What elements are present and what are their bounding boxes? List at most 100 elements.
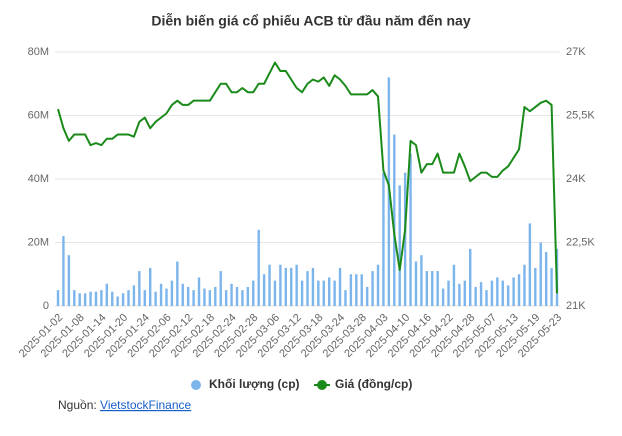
- bar: [154, 291, 157, 306]
- bar: [458, 283, 461, 306]
- bar: [138, 271, 141, 306]
- bar: [176, 261, 179, 306]
- bar: [279, 264, 282, 306]
- bar: [403, 172, 407, 306]
- bar: [523, 264, 526, 306]
- y-tick-label: 60M: [28, 109, 49, 121]
- bar: [311, 267, 315, 306]
- bar: [235, 286, 239, 306]
- y-tick-label: 80M: [28, 46, 49, 58]
- bar: [544, 252, 548, 306]
- bar: [414, 261, 418, 306]
- bar: [550, 267, 553, 306]
- source: Nguồn: VietstockFinance: [58, 398, 192, 412]
- source-prefix: Nguồn:: [58, 398, 100, 412]
- bar: [111, 291, 114, 306]
- bar: [338, 267, 342, 306]
- legend-marker: [317, 380, 327, 390]
- bar: [246, 286, 250, 306]
- bar: [398, 185, 401, 306]
- bar: [262, 274, 266, 306]
- bar: [479, 282, 483, 306]
- bar: [67, 255, 71, 306]
- bar: [490, 280, 494, 306]
- bar: [295, 264, 298, 306]
- bar: [197, 277, 201, 306]
- bar: [94, 291, 98, 306]
- bar: [371, 271, 374, 306]
- bar: [501, 280, 504, 306]
- bar: [306, 271, 309, 306]
- bar: [365, 286, 369, 306]
- y2-tick-label: 24K: [566, 173, 586, 185]
- bar: [121, 293, 125, 306]
- bar: [425, 271, 429, 306]
- bar: [474, 286, 477, 306]
- bar: [300, 280, 304, 306]
- y-tick-label: 0: [43, 300, 49, 312]
- y2-tick-label: 22,5K: [566, 236, 595, 248]
- bar: [192, 290, 195, 306]
- bar: [252, 280, 255, 306]
- bar: [469, 248, 472, 306]
- bar: [290, 267, 293, 306]
- bar: [441, 288, 445, 306]
- bar: [127, 290, 130, 306]
- bar: [241, 290, 244, 306]
- bar: [116, 296, 119, 306]
- bar: [257, 229, 260, 306]
- bar: [452, 264, 456, 306]
- legend-label: Khối lượng (cp): [209, 377, 300, 391]
- bar: [165, 288, 168, 306]
- bar: [268, 264, 271, 306]
- bar: [56, 290, 60, 306]
- bar: [528, 223, 532, 306]
- bar: [219, 271, 222, 306]
- bar: [496, 277, 499, 306]
- bar: [230, 283, 233, 306]
- bar: [349, 274, 353, 306]
- bar: [149, 267, 152, 306]
- bar: [284, 267, 288, 306]
- bar: [393, 134, 396, 306]
- y2-tick-label: 21K: [566, 300, 586, 312]
- bar: [100, 290, 103, 306]
- bar: [327, 277, 331, 306]
- bar: [463, 280, 466, 306]
- legend-marker: [191, 380, 201, 390]
- y2-tick-label: 27K: [566, 46, 586, 58]
- bar: [181, 283, 184, 306]
- bar: [485, 290, 488, 306]
- bar: [506, 285, 510, 306]
- bar: [159, 283, 163, 306]
- bar: [447, 280, 450, 306]
- bar: [105, 283, 109, 306]
- bar: [208, 290, 212, 306]
- bar: [420, 255, 423, 306]
- y-tick-label: 40M: [28, 173, 49, 185]
- bar: [170, 280, 174, 306]
- bar: [360, 274, 363, 306]
- chart-title: Diễn biến giá cổ phiếu ACB từ đầu năm đế…: [151, 13, 470, 29]
- bar: [73, 290, 76, 306]
- bar: [132, 285, 136, 306]
- bar: [431, 271, 434, 306]
- bar: [376, 264, 380, 306]
- source-link[interactable]: VietstockFinance: [100, 398, 191, 412]
- bar: [224, 290, 228, 306]
- y2-tick-label: 25,5K: [566, 109, 595, 121]
- bar: [203, 288, 206, 306]
- y-tick-label: 20M: [28, 236, 49, 248]
- bar: [214, 286, 217, 306]
- bar: [409, 153, 412, 306]
- bar: [62, 236, 65, 306]
- bar: [382, 172, 385, 306]
- bar: [333, 280, 336, 306]
- bar: [89, 291, 92, 306]
- bar: [186, 286, 190, 306]
- bar: [143, 290, 146, 306]
- legend-label: Giá (đồng/cp): [335, 377, 412, 391]
- bar: [322, 280, 325, 306]
- bar: [517, 274, 521, 306]
